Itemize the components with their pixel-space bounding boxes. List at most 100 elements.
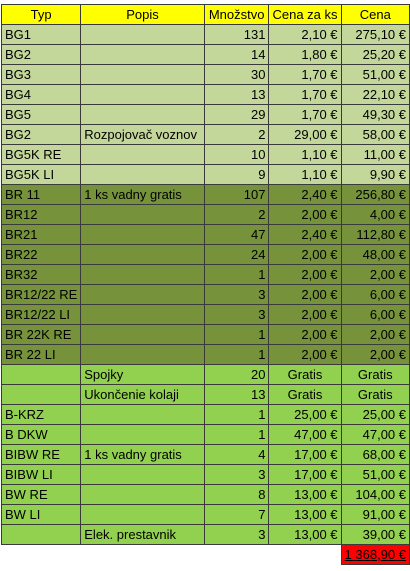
empty-cell[interactable] bbox=[80, 544, 205, 565]
cell-cena-za-ks[interactable]: 2,40 € bbox=[268, 224, 342, 245]
cell-popis[interactable] bbox=[80, 104, 205, 125]
cell-cena-za-ks[interactable]: 17,00 € bbox=[268, 464, 342, 485]
cell-cena[interactable]: Gratis bbox=[340, 384, 410, 405]
cell-mnozstvo[interactable]: 3 bbox=[203, 464, 270, 485]
header-typ[interactable]: Typ bbox=[0, 4, 82, 25]
cell-mnozstvo[interactable]: 4 bbox=[203, 444, 270, 465]
cell-popis[interactable]: 1 ks vadny gratis bbox=[80, 184, 205, 205]
cell-mnozstvo[interactable]: 1 bbox=[203, 344, 270, 365]
cell-cena-za-ks[interactable]: Gratis bbox=[268, 364, 342, 385]
cell-popis[interactable] bbox=[80, 44, 205, 65]
cell-cena[interactable]: 68,00 € bbox=[340, 444, 410, 465]
cell-cena[interactable]: 25,20 € bbox=[340, 44, 410, 65]
cell-mnozstvo[interactable]: 14 bbox=[203, 44, 270, 65]
cell-cena[interactable]: 2,00 € bbox=[340, 324, 410, 345]
cell-cena-za-ks[interactable]: 1,70 € bbox=[268, 84, 342, 105]
cell-typ[interactable]: BG3 bbox=[0, 64, 82, 85]
cell-mnozstvo[interactable]: 2 bbox=[203, 124, 270, 145]
cell-cena[interactable]: 104,00 € bbox=[340, 484, 410, 505]
cell-popis[interactable] bbox=[80, 424, 205, 445]
cell-cena[interactable]: 58,00 € bbox=[340, 124, 410, 145]
cell-typ[interactable]: BR12/22 RE bbox=[0, 284, 82, 305]
cell-typ[interactable]: BG5K LI bbox=[0, 164, 82, 185]
cell-cena-za-ks[interactable]: 2,00 € bbox=[268, 344, 342, 365]
cell-popis[interactable] bbox=[80, 24, 205, 45]
cell-typ[interactable]: BW RE bbox=[0, 484, 82, 505]
cell-mnozstvo[interactable]: 30 bbox=[203, 64, 270, 85]
cell-cena[interactable]: 47,00 € bbox=[340, 424, 410, 445]
cell-popis[interactable] bbox=[80, 464, 205, 485]
cell-mnozstvo[interactable]: 1 bbox=[203, 324, 270, 345]
cell-typ[interactable]: BIBW RE bbox=[0, 444, 82, 465]
cell-typ[interactable]: BIBW LI bbox=[0, 464, 82, 485]
cell-typ[interactable] bbox=[0, 524, 82, 545]
cell-cena-za-ks[interactable]: 2,00 € bbox=[268, 304, 342, 325]
cell-mnozstvo[interactable]: 1 bbox=[203, 404, 270, 425]
cell-popis[interactable]: Spojky bbox=[80, 364, 205, 385]
header-popis[interactable]: Popis bbox=[80, 4, 205, 25]
cell-cena[interactable]: 9,90 € bbox=[340, 164, 410, 185]
cell-typ[interactable]: B-KRZ bbox=[0, 404, 82, 425]
cell-cena-za-ks[interactable]: 2,00 € bbox=[268, 324, 342, 345]
cell-cena-za-ks[interactable]: 2,00 € bbox=[268, 284, 342, 305]
cell-popis[interactable] bbox=[80, 324, 205, 345]
cell-typ[interactable]: BR 11 bbox=[0, 184, 82, 205]
cell-popis[interactable] bbox=[80, 304, 205, 325]
cell-cena-za-ks[interactable]: 25,00 € bbox=[268, 404, 342, 425]
header-cena-za-ks[interactable]: Cena za ks bbox=[268, 4, 342, 25]
cell-cena-za-ks[interactable]: 2,00 € bbox=[268, 204, 342, 225]
cell-typ[interactable]: B DKW bbox=[0, 424, 82, 445]
empty-cell[interactable] bbox=[204, 544, 269, 565]
cell-popis[interactable] bbox=[80, 484, 205, 505]
cell-popis[interactable] bbox=[80, 164, 205, 185]
cell-popis[interactable]: Ukončenie kolaji bbox=[80, 384, 205, 405]
cell-mnozstvo[interactable]: 29 bbox=[203, 104, 270, 125]
cell-typ[interactable]: BG1 bbox=[0, 24, 82, 45]
cell-mnozstvo[interactable]: 24 bbox=[203, 244, 270, 265]
cell-cena[interactable]: 6,00 € bbox=[340, 304, 410, 325]
cell-cena[interactable]: 22,10 € bbox=[340, 84, 410, 105]
cell-cena[interactable]: 25,00 € bbox=[340, 404, 410, 425]
cell-popis[interactable] bbox=[80, 284, 205, 305]
cell-cena-za-ks[interactable]: 1,10 € bbox=[268, 144, 342, 165]
cell-popis[interactable] bbox=[80, 224, 205, 245]
cell-mnozstvo[interactable]: 3 bbox=[203, 304, 270, 325]
cell-cena[interactable]: 256,80 € bbox=[340, 184, 410, 205]
cell-popis[interactable]: Rozpojovač voznov bbox=[80, 124, 205, 145]
cell-mnozstvo[interactable]: 1 bbox=[203, 424, 270, 445]
cell-typ[interactable] bbox=[0, 364, 82, 385]
cell-mnozstvo[interactable]: 7 bbox=[203, 504, 270, 525]
cell-cena[interactable]: 11,00 € bbox=[340, 144, 410, 165]
cell-cena-za-ks[interactable]: 13,00 € bbox=[268, 484, 342, 505]
cell-cena-za-ks[interactable]: 2,40 € bbox=[268, 184, 342, 205]
cell-cena-za-ks[interactable]: 2,00 € bbox=[268, 244, 342, 265]
cell-typ[interactable]: BR22 bbox=[0, 244, 82, 265]
cell-typ[interactable]: BG5 bbox=[0, 104, 82, 125]
cell-typ[interactable]: BR12/22 LI bbox=[0, 304, 82, 325]
cell-cena-za-ks[interactable]: 2,00 € bbox=[268, 264, 342, 285]
cell-popis[interactable] bbox=[80, 404, 205, 425]
cell-cena-za-ks[interactable]: 13,00 € bbox=[268, 504, 342, 525]
cell-popis[interactable] bbox=[80, 344, 205, 365]
header-cena[interactable]: Cena bbox=[340, 4, 410, 25]
cell-cena[interactable]: 48,00 € bbox=[340, 244, 410, 265]
cell-mnozstvo[interactable]: 3 bbox=[203, 524, 270, 545]
cell-cena[interactable]: 2,00 € bbox=[340, 264, 410, 285]
cell-typ[interactable]: BG2 bbox=[0, 124, 82, 145]
cell-popis[interactable] bbox=[80, 64, 205, 85]
cell-cena[interactable]: 39,00 € bbox=[340, 524, 410, 545]
cell-mnozstvo[interactable]: 47 bbox=[203, 224, 270, 245]
cell-cena-za-ks[interactable]: 1,10 € bbox=[268, 164, 342, 185]
cell-mnozstvo[interactable]: 1 bbox=[203, 264, 270, 285]
cell-popis[interactable]: Elek. prestavnik bbox=[80, 524, 205, 545]
cell-typ[interactable]: BR12 bbox=[0, 204, 82, 225]
cell-typ[interactable]: BR 22K RE bbox=[0, 324, 82, 345]
cell-popis[interactable] bbox=[80, 244, 205, 265]
cell-mnozstvo[interactable]: 13 bbox=[203, 84, 270, 105]
cell-typ[interactable]: BR32 bbox=[0, 264, 82, 285]
cell-cena[interactable]: 112,80 € bbox=[340, 224, 410, 245]
cell-cena-za-ks[interactable]: Gratis bbox=[268, 384, 342, 405]
cell-mnozstvo[interactable]: 8 bbox=[203, 484, 270, 505]
cell-typ[interactable]: BG5K RE bbox=[0, 144, 82, 165]
cell-typ[interactable]: BW LI bbox=[0, 504, 82, 525]
